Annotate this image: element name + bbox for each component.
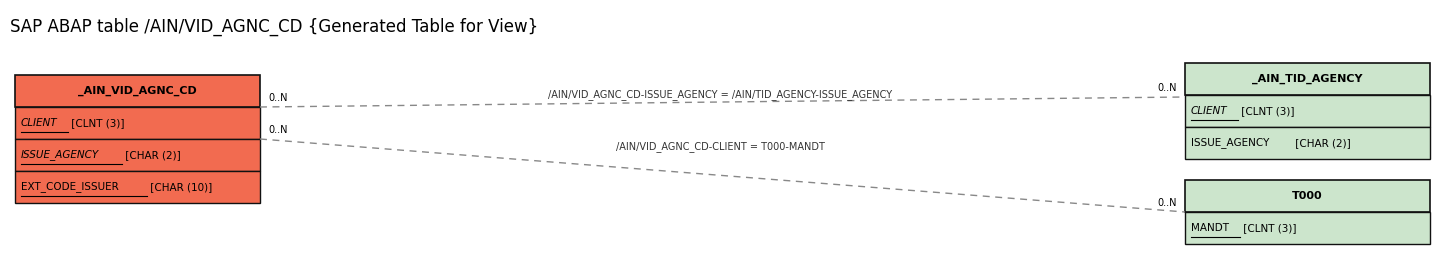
- Bar: [14, 107, 260, 139]
- Bar: [1186, 95, 1430, 127]
- Text: [CHAR (2)]: [CHAR (2)]: [121, 150, 180, 160]
- Text: 0..N: 0..N: [269, 125, 287, 135]
- Text: MANDT: MANDT: [1191, 223, 1229, 233]
- Bar: [1186, 127, 1430, 159]
- Text: _AIN_TID_AGENCY: _AIN_TID_AGENCY: [1252, 74, 1363, 84]
- Bar: [14, 139, 260, 171]
- Text: ISSUE_AGENCY: ISSUE_AGENCY: [22, 150, 100, 160]
- Text: _AIN_VID_AGNC_CD: _AIN_VID_AGNC_CD: [78, 86, 196, 96]
- Text: [CHAR (10)]: [CHAR (10)]: [147, 182, 212, 192]
- Text: [CLNT (3)]: [CLNT (3)]: [1239, 106, 1295, 116]
- Text: ISSUE_AGENCY: ISSUE_AGENCY: [1191, 138, 1269, 149]
- Bar: [14, 75, 260, 107]
- Text: T000: T000: [1292, 191, 1323, 201]
- Text: SAP ABAP table /AIN/VID_AGNC_CD {Generated Table for View}: SAP ABAP table /AIN/VID_AGNC_CD {Generat…: [10, 18, 539, 36]
- Bar: [1186, 180, 1430, 212]
- Text: /AIN/VID_AGNC_CD-ISSUE_AGENCY = /AIN/TID_AGENCY-ISSUE_AGENCY: /AIN/VID_AGNC_CD-ISSUE_AGENCY = /AIN/TID…: [547, 89, 892, 100]
- Text: 0..N: 0..N: [1158, 198, 1177, 208]
- Bar: [14, 171, 260, 203]
- Text: 0..N: 0..N: [1158, 83, 1177, 93]
- Text: [CLNT (3)]: [CLNT (3)]: [68, 118, 124, 128]
- Bar: [1186, 63, 1430, 95]
- Text: CLIENT: CLIENT: [1191, 106, 1227, 116]
- Bar: [1186, 212, 1430, 244]
- Text: /AIN/VID_AGNC_CD-CLIENT = T000-MANDT: /AIN/VID_AGNC_CD-CLIENT = T000-MANDT: [615, 141, 825, 152]
- Text: [CLNT (3)]: [CLNT (3)]: [1240, 223, 1297, 233]
- Text: [CHAR (2)]: [CHAR (2)]: [1292, 138, 1352, 148]
- Text: 0..N: 0..N: [269, 93, 287, 103]
- Text: CLIENT: CLIENT: [22, 118, 58, 128]
- Text: EXT_CODE_ISSUER: EXT_CODE_ISSUER: [22, 182, 118, 192]
